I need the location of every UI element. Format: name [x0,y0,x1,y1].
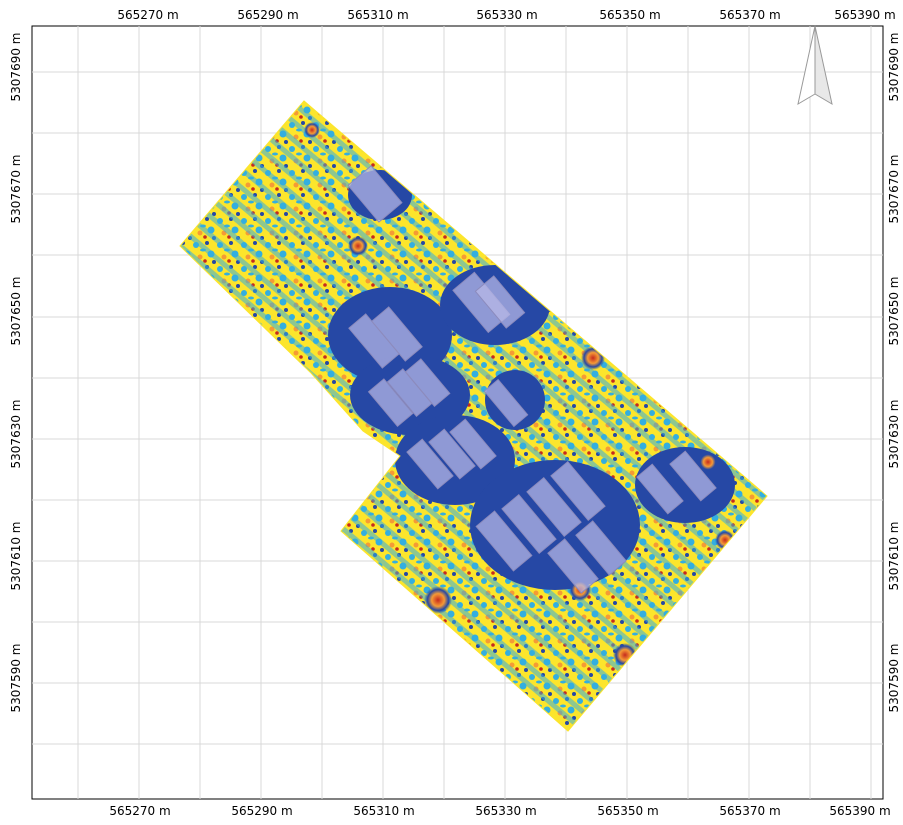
x-tick-label: 565390 m [834,8,895,22]
x-axis-ticks-bottom: 565270 m 565290 m 565310 m 565330 m 5653… [109,804,890,818]
x-tick-label: 565370 m [719,8,780,22]
x-tick-label: 565270 m [109,804,170,818]
x-tick-label: 565310 m [347,8,408,22]
y-tick-label: 5307670 m [887,155,901,224]
y-tick-label: 5307590 m [9,644,23,713]
y-tick-label: 5307650 m [9,277,23,346]
y-tick-label: 5307630 m [887,400,901,469]
x-tick-label: 565390 m [829,804,890,818]
x-tick-label: 565370 m [719,804,780,818]
building-footprints [347,165,717,594]
x-tick-label: 565270 m [117,8,178,22]
x-tick-label: 565330 m [475,804,536,818]
x-tick-label: 565290 m [237,8,298,22]
y-tick-label: 5307670 m [9,155,23,224]
north-arrow-icon [797,25,833,106]
y-tick-label: 5307610 m [887,522,901,591]
x-tick-label: 565330 m [476,8,537,22]
x-tick-label: 565350 m [597,804,658,818]
y-tick-label: 5307630 m [9,400,23,469]
x-tick-label: 565310 m [353,804,414,818]
y-axis-ticks-left: 5307690 m 5307670 m 5307650 m 5307630 m … [9,33,23,713]
y-tick-label: 5307690 m [887,33,901,102]
y-tick-label: 5307590 m [887,644,901,713]
x-tick-label: 565290 m [231,804,292,818]
x-tick-label: 565350 m [599,8,660,22]
x-axis-ticks-top: 565270 m 565290 m 565310 m 565330 m 5653… [117,8,895,22]
y-axis-ticks-right: 5307690 m 5307670 m 5307650 m 5307630 m … [887,33,901,713]
y-tick-label: 5307650 m [887,277,901,346]
y-tick-label: 5307610 m [9,522,23,591]
survey-outline [179,100,768,732]
y-tick-label: 5307690 m [9,33,23,102]
